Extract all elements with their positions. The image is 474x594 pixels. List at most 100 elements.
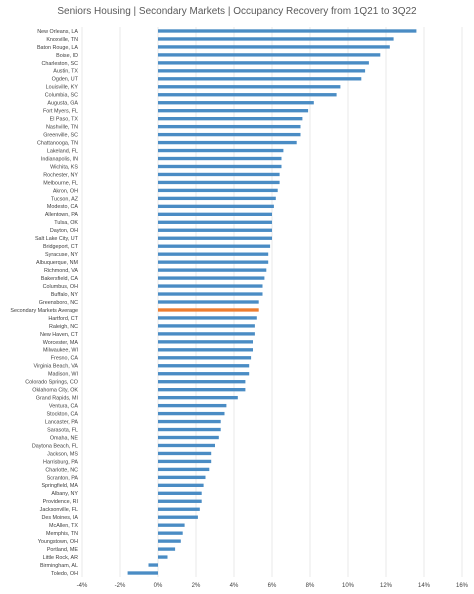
bar (158, 220, 272, 224)
category-label: Secondary Markets Average (10, 308, 78, 314)
category-label: Youngstown, OH (38, 539, 78, 545)
category-label: Bridgeport, CT (43, 244, 79, 250)
x-tick-label: 10% (342, 583, 355, 589)
bar (158, 475, 206, 480)
bar (158, 411, 225, 416)
bar (158, 85, 341, 89)
bar (158, 332, 255, 336)
bar (158, 324, 255, 328)
category-label: Virginia Beach, VA (34, 364, 79, 370)
bar (158, 140, 297, 145)
category-label: Fresno, CA (51, 356, 79, 362)
x-tick-label: 12% (380, 583, 393, 589)
bar (158, 53, 381, 57)
bar (158, 172, 280, 177)
bar (158, 61, 369, 65)
bar (158, 156, 282, 161)
category-label: Wichita, KS (50, 164, 78, 170)
x-tick-label: 14% (418, 583, 431, 589)
category-label: Des Moines, IA (41, 515, 78, 521)
bar (158, 491, 202, 495)
category-label: Albuquerque, NM (36, 260, 78, 266)
category-label: Memphis, TN (46, 531, 78, 537)
bar (158, 443, 215, 448)
category-label: Portland, ME (47, 547, 79, 553)
bar (158, 196, 276, 201)
category-label: Augusta, GA (47, 101, 78, 107)
bar (158, 124, 301, 129)
bar (127, 571, 158, 575)
bar (158, 388, 246, 392)
bar (158, 403, 227, 408)
category-label: Charlotte, NC (45, 467, 78, 473)
category-label: Madison, WI (48, 372, 78, 378)
bar (148, 563, 158, 567)
bar (158, 499, 202, 503)
bar (158, 29, 417, 33)
category-label: McAllen, TX (49, 523, 78, 529)
x-tick-label: 6% (268, 583, 277, 589)
category-label: Jackson, MS (47, 451, 78, 457)
bar (158, 427, 221, 432)
x-tick-label: 0% (154, 583, 163, 589)
bar (158, 364, 250, 368)
category-label: Birmingham, AL (40, 563, 78, 569)
category-label: Colorado Springs, CO (25, 380, 78, 386)
bar (158, 116, 303, 121)
x-tick-label: 4% (230, 583, 239, 589)
bar (158, 180, 280, 185)
bar (158, 539, 181, 543)
category-label: Indianapolis, IN (41, 156, 78, 162)
category-label: Syracuse, NY (45, 252, 78, 258)
bar (158, 284, 263, 288)
category-label: Tucson, AZ (51, 196, 79, 202)
bar (158, 148, 284, 153)
bar (158, 300, 259, 304)
bar (158, 268, 267, 272)
category-label: Jacksonville, FL (40, 507, 78, 513)
category-label: Grand Rapids, MI (36, 396, 78, 402)
bar (158, 252, 269, 256)
bar (158, 93, 337, 97)
bar (158, 292, 263, 296)
category-label: Little Rock, AR (43, 555, 78, 561)
category-label: Rochester, NY (43, 172, 78, 178)
category-label: Greensboro, NC (39, 300, 78, 306)
bar (158, 204, 274, 209)
bar (158, 356, 252, 360)
bar-average (158, 308, 259, 312)
category-label: Columbia, SC (45, 93, 78, 99)
category-label: Tulsa, OK (54, 220, 78, 226)
category-label: Providence, RI (43, 499, 78, 505)
category-label: Bakersfield, CA (41, 276, 79, 282)
category-label: Daytona Beach, FL (32, 443, 78, 449)
bar (158, 459, 212, 464)
category-label: Chattanooga, TN (37, 140, 78, 146)
bar (158, 212, 272, 216)
bar (158, 132, 301, 137)
bar (158, 507, 200, 511)
category-label: Omaha, NE (50, 435, 79, 441)
bar (158, 37, 394, 41)
x-tick-label: 2% (192, 583, 201, 589)
category-label: Austin, TX (53, 69, 78, 75)
bar (158, 69, 366, 73)
category-label: Springfield, MA (41, 483, 78, 489)
category-label: Harrisburg, PA (43, 459, 78, 465)
category-label: Knoxville, TN (46, 37, 78, 43)
category-label: Modesto, CA (47, 204, 79, 210)
category-label: Oklahoma City, OK (32, 388, 78, 394)
category-label: Boise, ID (56, 53, 78, 59)
bar (158, 244, 271, 248)
category-label: New Haven, CT (40, 332, 79, 338)
chart-title: Seniors Housing | Secondary Markets | Oc… (57, 6, 417, 17)
category-label: Ogden, UT (52, 77, 79, 83)
bar (158, 340, 253, 344)
x-tick-label: -4% (77, 583, 88, 589)
bar (158, 188, 278, 193)
category-label: El Paso, TX (50, 117, 79, 123)
category-label: Stockton, CA (47, 411, 79, 417)
category-label: Charleston, SC (41, 61, 78, 67)
x-tick-label: -2% (115, 583, 126, 589)
